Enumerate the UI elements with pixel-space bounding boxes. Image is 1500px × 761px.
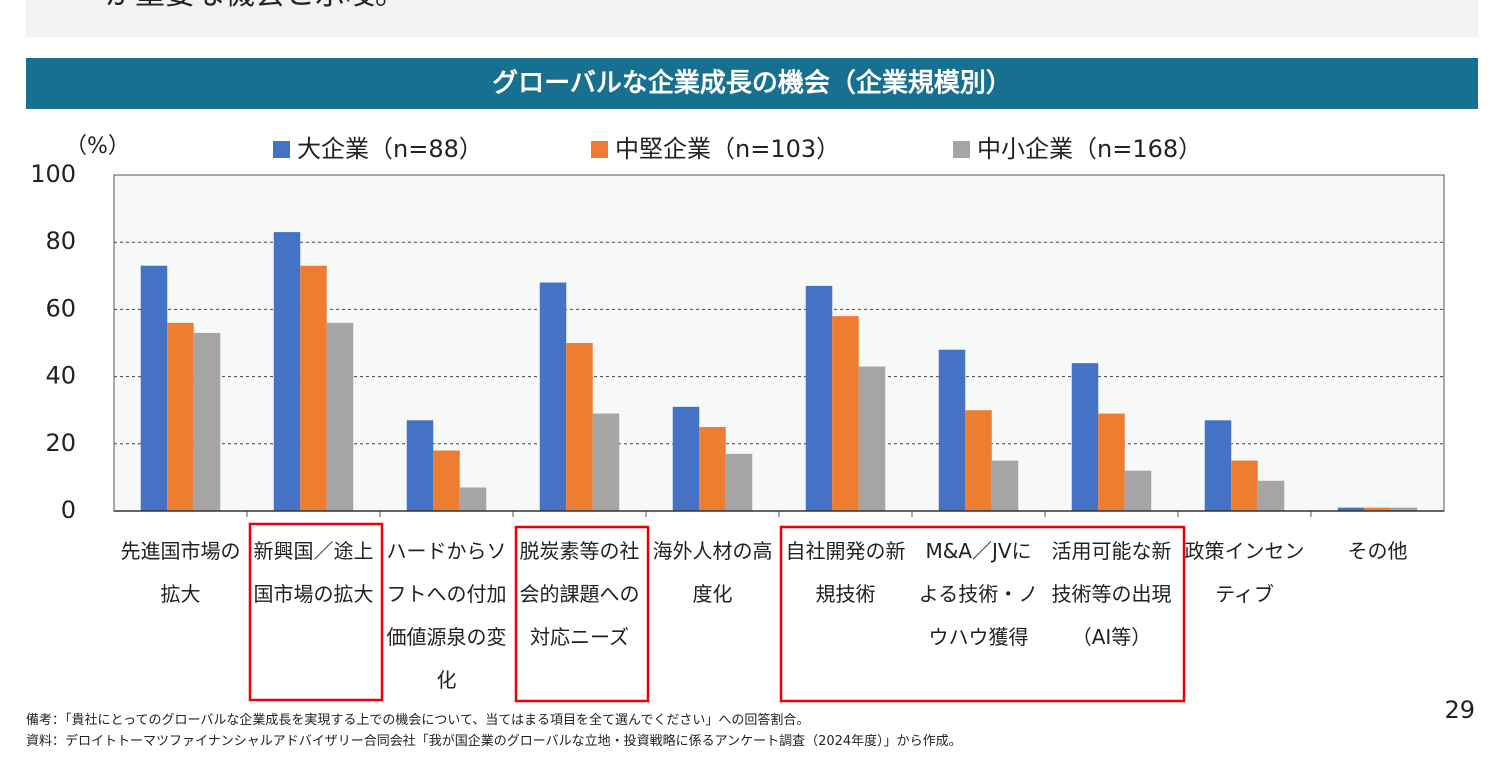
bar xyxy=(699,427,726,511)
bar xyxy=(273,232,301,511)
y-tick-label: 0 xyxy=(61,496,76,524)
note: 資料：デロイトトーマツファイナンシャルアドバイザリー合同会社「我が国企業のグロー… xyxy=(26,734,962,749)
bar xyxy=(725,453,753,511)
x-tick-label: 自社開発の新規技術 xyxy=(785,539,906,606)
bar xyxy=(1257,480,1285,511)
bar xyxy=(1390,507,1418,511)
bar xyxy=(406,420,434,511)
highlight-box xyxy=(248,522,384,702)
x-tick-label: 海外人材の高度化 xyxy=(652,539,773,606)
chart-title: グローバルな企業成長の機会（企業規模別） xyxy=(492,68,1012,99)
bar xyxy=(1337,507,1365,511)
legend-swatch xyxy=(953,141,970,158)
legend-label: 中堅企業（n=103） xyxy=(615,135,840,163)
bar xyxy=(1098,413,1125,511)
bar xyxy=(433,450,460,511)
legend-swatch xyxy=(591,141,608,158)
title-bar xyxy=(26,58,1478,109)
bar xyxy=(672,406,700,511)
bar xyxy=(858,366,886,511)
intro-box xyxy=(26,0,1478,37)
x-tick-label: 新興国／途上国市場の拡大 xyxy=(253,539,374,606)
x-tick-label: 活用可能な新技術等の出現（AI等） xyxy=(1051,539,1172,649)
bar xyxy=(459,487,487,511)
y-tick-label: 60 xyxy=(45,294,76,322)
bar xyxy=(805,285,833,511)
x-tick-label: 先進国市場の拡大 xyxy=(120,539,241,606)
legend-swatch xyxy=(273,141,290,158)
bar xyxy=(965,410,992,511)
bar xyxy=(140,265,168,511)
bar xyxy=(1231,460,1258,511)
bar xyxy=(1204,420,1232,511)
x-tick-label: その他 xyxy=(1347,539,1408,563)
bar xyxy=(938,349,966,511)
y-tick-label: 40 xyxy=(45,362,76,390)
intro-text: が重要な機会と示唆。 xyxy=(105,0,405,12)
bar xyxy=(326,322,354,511)
bar xyxy=(832,316,859,511)
bar xyxy=(193,332,221,511)
bar xyxy=(991,460,1019,511)
legend-label: 大企業（n=88） xyxy=(297,135,483,163)
bar xyxy=(1071,363,1099,511)
x-tick-label: 政策インセンティブ xyxy=(1184,539,1305,606)
y-tick-label: 20 xyxy=(45,429,76,457)
bar xyxy=(300,265,327,511)
highlight-box xyxy=(779,525,1186,703)
page-number: 29 xyxy=(1444,696,1475,724)
y-tick-label: 80 xyxy=(45,227,76,255)
bar xyxy=(1364,507,1391,511)
y-axis-label: （%） xyxy=(65,134,130,159)
bar xyxy=(566,343,593,511)
y-tick-label: 100 xyxy=(30,160,76,188)
bar xyxy=(1124,470,1152,511)
x-tick-label: M&A／JVによる技術・ノウハウ獲得 xyxy=(918,539,1039,649)
highlight-box xyxy=(514,525,650,703)
note: 備考：「貴社にとってのグローバルな企業成長を実現する上での機会について、当てはま… xyxy=(26,713,810,728)
x-tick-label: 脱炭素等の社会的課題への対応ニーズ xyxy=(519,539,640,649)
bar xyxy=(167,322,194,511)
legend-label: 中小企業（n=168） xyxy=(977,135,1202,163)
x-tick-label: ハードからソフトへの付加価値源泉の変化 xyxy=(386,539,507,692)
bar xyxy=(592,413,620,511)
bar xyxy=(539,282,567,511)
